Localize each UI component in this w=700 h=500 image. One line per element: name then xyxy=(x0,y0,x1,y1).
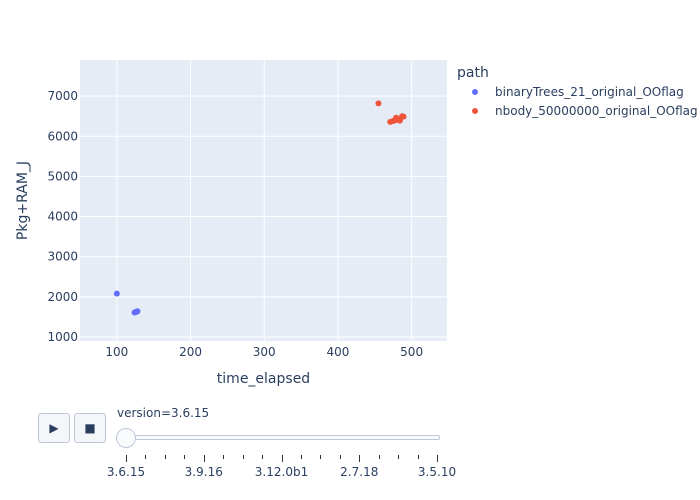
slider-step-label[interactable]: 2.7.18 xyxy=(340,465,379,479)
scatter-point[interactable] xyxy=(400,113,407,120)
scatter-point[interactable] xyxy=(134,308,141,315)
version-slider-handle[interactable] xyxy=(116,428,136,448)
y-tick-label: 2000 xyxy=(47,290,78,304)
play-button[interactable]: ▶ xyxy=(38,413,70,443)
slider-minor-tick xyxy=(339,455,341,459)
slider-step-tick xyxy=(359,455,361,462)
data-points xyxy=(113,100,407,316)
slider-minor-tick xyxy=(164,455,166,459)
grid-lines xyxy=(80,60,447,341)
slider-minor-tick xyxy=(378,455,380,459)
slider-step-tick xyxy=(437,455,438,462)
slider-step-label[interactable]: 3.12.0b1 xyxy=(254,465,309,479)
slider-step-tick xyxy=(281,455,283,462)
legend-marker xyxy=(472,89,478,95)
slider-minor-tick xyxy=(320,455,322,459)
slider-prefix: version= xyxy=(117,406,172,420)
scatter-point[interactable] xyxy=(113,290,120,297)
slider-step-label[interactable]: 3.5.10 xyxy=(417,465,457,479)
slider-current-value: 3.6.15 xyxy=(171,406,210,420)
x-tick-label: 300 xyxy=(253,345,276,359)
plot-area xyxy=(80,60,447,341)
y-tick-label: 1000 xyxy=(47,330,78,344)
axis-ticks: 100 200 300 400 500 1000 2000 3000 4000 5000 6000 7… xyxy=(47,89,423,359)
legend[interactable]: binaryTrees_21_original_OOflag nbody_5000… xyxy=(472,85,698,118)
slider-minor-tick xyxy=(145,455,147,459)
slider-minor-tick xyxy=(398,455,400,459)
slider-minor-tick xyxy=(417,455,419,459)
x-axis-title: time_elapsed xyxy=(217,371,310,387)
y-tick-label: 5000 xyxy=(47,169,78,183)
slider-step-label[interactable]: 3.6.15 xyxy=(106,465,146,479)
y-tick-label: 4000 xyxy=(47,210,78,224)
scatter-point[interactable] xyxy=(396,117,403,124)
slider-minor-tick xyxy=(300,455,302,459)
legend-item-label[interactable]: nbody_50000000_original_OOflag xyxy=(495,104,698,118)
y-tick-label: 7000 xyxy=(47,89,78,103)
pause-button[interactable]: ■ xyxy=(74,413,106,443)
y-axis-title: Pkg+RAM_J xyxy=(15,161,31,240)
scatter-point[interactable] xyxy=(375,100,382,107)
legend-item-label[interactable]: binaryTrees_21_original_OOflag xyxy=(495,85,684,99)
legend-marker xyxy=(472,108,478,114)
x-tick-label: 500 xyxy=(400,345,423,359)
version-slider-track[interactable] xyxy=(116,435,440,440)
y-tick-label: 3000 xyxy=(47,250,78,264)
slider-current-label: version=3.6.15 xyxy=(117,406,209,420)
x-tick-label: 200 xyxy=(179,345,202,359)
slider-step-tick xyxy=(203,455,205,462)
slider-minor-tick xyxy=(184,455,186,459)
slider-minor-tick xyxy=(242,455,244,459)
slider-minor-tick xyxy=(262,455,264,459)
y-tick-label: 6000 xyxy=(47,129,78,143)
x-tick-label: 100 xyxy=(105,345,128,359)
legend-title: path xyxy=(457,65,489,81)
slider-step-label[interactable]: 3.9.16 xyxy=(184,465,223,479)
slider-minor-tick xyxy=(223,455,225,459)
x-tick-label: 400 xyxy=(326,345,349,359)
slider-step-tick xyxy=(126,455,127,462)
